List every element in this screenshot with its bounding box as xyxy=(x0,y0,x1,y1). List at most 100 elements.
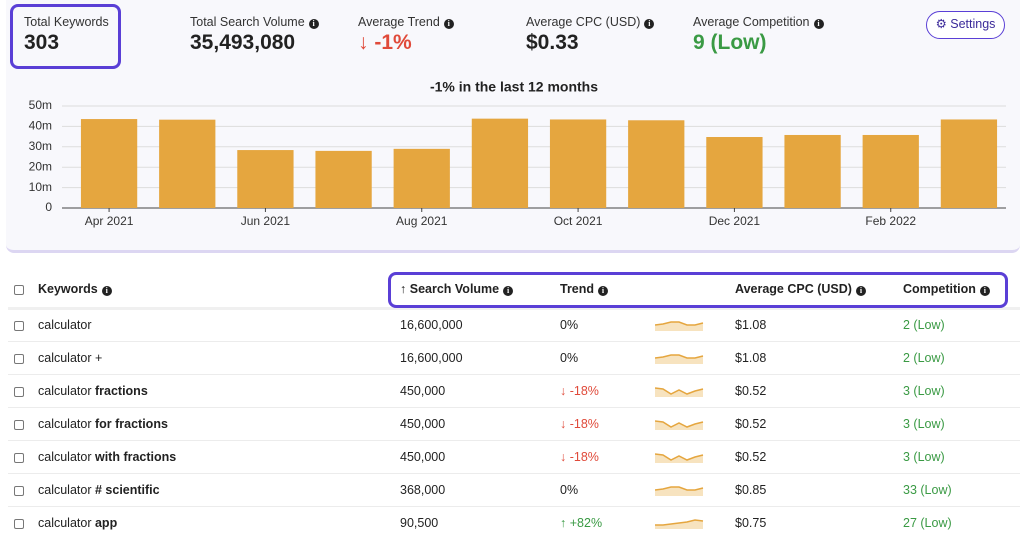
search-volume: 16,600,000 xyxy=(400,318,463,332)
column-header[interactable]: Competition i xyxy=(903,282,990,296)
sparkline-area xyxy=(655,454,703,463)
keyword-base: calculator xyxy=(38,417,92,431)
checkbox[interactable] xyxy=(14,420,24,430)
stat-value: ↓ -1% xyxy=(358,31,412,55)
sparkline-area xyxy=(655,487,703,496)
row-divider xyxy=(8,407,1020,408)
trend-arrow-icon: ↑ xyxy=(560,516,570,530)
trend-text: 0% xyxy=(560,483,579,497)
y-tick-label: 40m xyxy=(29,119,52,133)
row-divider xyxy=(8,341,1020,342)
bar xyxy=(80,119,138,208)
keyword-base: calculator + xyxy=(38,351,103,365)
keyword: calculator + xyxy=(38,351,102,365)
checkbox[interactable] xyxy=(14,387,24,397)
trend: ↑ +82% xyxy=(560,516,602,530)
trend: ↓ -18% xyxy=(560,450,599,464)
chart: -1% in the last 12 months 0 10m 20m 30m 40m 5… xyxy=(29,80,1006,228)
keyword-base: calculator xyxy=(38,318,92,332)
search-volume: 450,000 xyxy=(400,450,446,464)
chart-title: -1% in the last 12 months xyxy=(430,80,598,95)
bar xyxy=(471,118,529,208)
info-icon: i xyxy=(813,19,824,29)
highlight-box xyxy=(388,272,1008,308)
checkbox[interactable] xyxy=(14,486,24,496)
search-volume: 368,000 xyxy=(400,483,446,497)
stat-value: 35,493,080 xyxy=(190,31,295,55)
sparkline xyxy=(655,453,704,463)
bar xyxy=(549,119,607,208)
trend-arrow-icon: ↓ xyxy=(560,384,570,398)
keyword: calculator xyxy=(38,318,92,332)
search-volume: 90,500 xyxy=(400,516,439,530)
keyword: calculator with fractions xyxy=(38,450,176,464)
stat-label-text: Total Search Volume xyxy=(190,15,305,29)
highlight-box xyxy=(10,4,121,69)
keyword-base: calculator xyxy=(38,483,92,497)
sort-icon: ↑ xyxy=(400,282,410,296)
trend-arrow-icon: ↓ xyxy=(560,450,570,464)
trend-text: 0% xyxy=(560,318,579,332)
competition: 2 (Low) xyxy=(903,318,945,332)
keyword-suffix: app xyxy=(94,516,118,530)
column-header[interactable]: ↑ Search Volume i xyxy=(400,282,514,296)
row-divider xyxy=(8,374,1020,375)
row-divider xyxy=(8,440,1020,441)
x-tick-label: Feb 2022 xyxy=(865,214,916,228)
stat-value: 303 xyxy=(24,31,59,55)
cpc: $1.08 xyxy=(735,351,767,365)
keyword: calculator fractions xyxy=(38,384,148,398)
keyword: calculator # scientific xyxy=(38,483,160,497)
info-icon: i xyxy=(443,19,454,29)
bar xyxy=(237,150,294,208)
column-header[interactable]: Trend i xyxy=(560,282,609,296)
cpc: $1.08 xyxy=(735,318,767,332)
info-icon: i xyxy=(598,286,609,296)
trend-text: -18% xyxy=(569,450,599,464)
checkbox[interactable] xyxy=(14,285,24,295)
column-header[interactable]: Keywords i xyxy=(38,282,112,296)
stat-label: Average Competition i xyxy=(693,13,824,31)
keyword-suffix: fractions xyxy=(94,384,148,398)
sparkline-area xyxy=(655,322,703,331)
info-icon: i xyxy=(855,286,866,296)
stat-value: 9 (Low) xyxy=(693,31,767,55)
search-volume: 16,600,000 xyxy=(400,351,463,365)
keyword-suffix: with fractions xyxy=(94,450,177,464)
stat-value-text: 303 xyxy=(24,31,60,54)
checkbox[interactable] xyxy=(14,321,24,331)
keyword-base: calculator xyxy=(38,450,92,464)
checkbox[interactable] xyxy=(14,453,24,463)
sparkline-line xyxy=(655,354,704,359)
stat-label: Total Keywords xyxy=(24,13,109,31)
bar xyxy=(862,134,919,208)
competition: 3 (Low) xyxy=(903,417,945,431)
sparkline-area xyxy=(655,520,703,529)
cpc: $0.52 xyxy=(735,384,767,398)
settings-label: Settings xyxy=(950,17,996,31)
bar xyxy=(159,119,216,208)
sparkline xyxy=(655,387,704,397)
sparkline xyxy=(655,420,704,430)
sparkline xyxy=(655,321,704,331)
x-tick-label: Jun 2021 xyxy=(241,214,291,228)
checkbox[interactable] xyxy=(14,519,24,529)
bar xyxy=(784,134,841,208)
search-volume: 450,000 xyxy=(400,384,446,398)
sparkline xyxy=(655,486,704,496)
column-header[interactable]: Average CPC (USD) i xyxy=(735,282,866,296)
bar xyxy=(628,120,685,208)
sparkline-line xyxy=(655,486,704,491)
competition: 27 (Low) xyxy=(903,516,952,530)
sparkline-line xyxy=(655,321,704,326)
sparkline-line xyxy=(655,387,704,395)
x-tick-label: Dec 2021 xyxy=(709,214,761,228)
checkbox[interactable] xyxy=(14,354,24,364)
y-tick-label: 0 xyxy=(45,200,52,214)
trend: ↓ -18% xyxy=(560,417,599,431)
settings-button[interactable]: ⚙ Settings xyxy=(926,11,1005,39)
competition: 2 (Low) xyxy=(903,351,945,365)
trend: 0% xyxy=(560,351,578,365)
trend-arrow-icon: ↓ xyxy=(560,417,570,431)
